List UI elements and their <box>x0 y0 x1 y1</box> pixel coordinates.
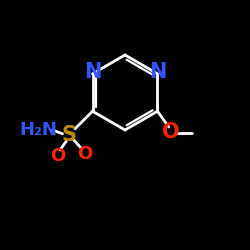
Text: S: S <box>61 125 76 145</box>
Text: N: N <box>149 62 166 82</box>
Text: O: O <box>78 145 93 163</box>
Text: H₂N: H₂N <box>20 121 58 139</box>
Text: O: O <box>50 147 65 165</box>
Text: O: O <box>162 122 180 142</box>
Text: N: N <box>84 62 101 82</box>
